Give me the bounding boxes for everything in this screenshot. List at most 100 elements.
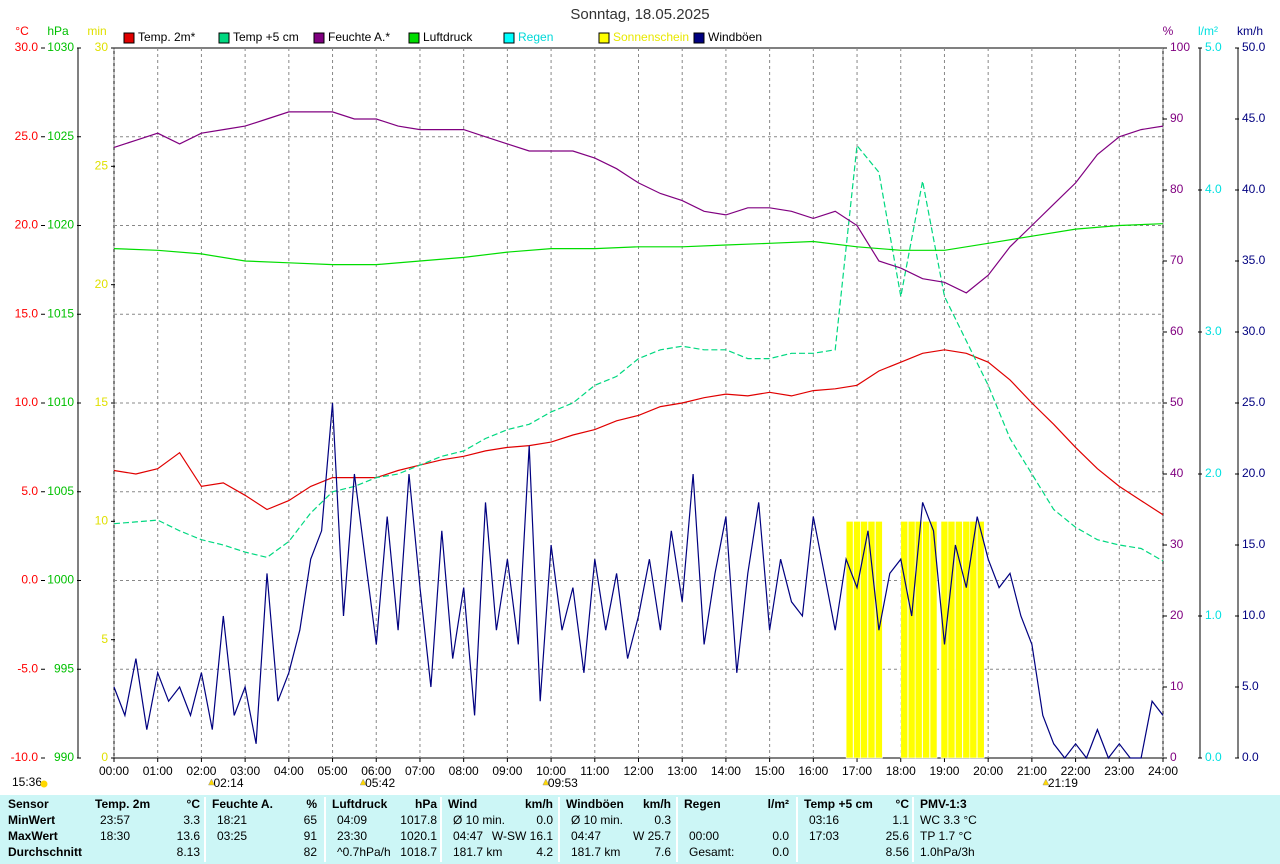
legend-swatch bbox=[218, 32, 230, 44]
cell-value: 8.13 bbox=[177, 845, 201, 859]
bar bbox=[860, 521, 868, 759]
x-tick-label: 07:00 bbox=[405, 764, 435, 778]
axis-unit: km/h bbox=[1237, 24, 1263, 38]
cell-time: Ø 10 min. bbox=[571, 813, 623, 827]
x-tick-label: 10:00 bbox=[536, 764, 566, 778]
column-header: Wind bbox=[448, 797, 477, 811]
y-tick-label: 1005 bbox=[47, 484, 74, 498]
cell-time: WC 3.3 °C bbox=[920, 813, 977, 827]
cell-time: 03:25 bbox=[217, 829, 247, 843]
x-tick-label: 15:00 bbox=[755, 764, 785, 778]
cell-time: Gesamt: bbox=[689, 845, 734, 859]
y-tick-label: 20.0 bbox=[15, 218, 39, 232]
row-label: Durchschnitt bbox=[8, 845, 82, 859]
cell-value: 8.56 bbox=[886, 845, 910, 859]
y-tick-label: 2.0 bbox=[1205, 466, 1222, 480]
legend-swatch bbox=[693, 32, 705, 44]
x-tick-label: 16:00 bbox=[798, 764, 828, 778]
x-tick-label: 05:00 bbox=[318, 764, 348, 778]
x-tick-label: 06:00 bbox=[361, 764, 391, 778]
line bbox=[113, 223, 1164, 266]
cell-time: TP 1.7 °C bbox=[920, 829, 972, 843]
axis-unit: l/m² bbox=[1198, 24, 1218, 38]
line bbox=[113, 111, 1164, 294]
x-tick-label: 08:00 bbox=[449, 764, 479, 778]
y-tick-label: 1.0 bbox=[1205, 608, 1222, 622]
column-header: Temp. 2m bbox=[95, 797, 150, 811]
column-header: Windböen bbox=[566, 797, 624, 811]
bar bbox=[955, 521, 963, 759]
column-header: Regen bbox=[684, 797, 721, 811]
x-tick-label: 04:00 bbox=[274, 764, 304, 778]
axis-unit: min bbox=[87, 24, 106, 38]
cell-value: 91 bbox=[304, 829, 318, 843]
y-tick-label: 20 bbox=[1170, 608, 1184, 622]
y-tick-label: 10.0 bbox=[1242, 608, 1266, 622]
cell-value: 1018.7 bbox=[400, 845, 437, 859]
y-tick-label: 10 bbox=[1170, 679, 1184, 693]
x-tick-label: 22:00 bbox=[1061, 764, 1091, 778]
column-unit: km/h bbox=[643, 797, 671, 811]
x-tick-label: 23:00 bbox=[1104, 764, 1134, 778]
y-tick-label: 5.0 bbox=[21, 484, 38, 498]
y-tick-label: 40 bbox=[1170, 466, 1184, 480]
legend-swatch bbox=[598, 32, 610, 44]
annotation-marker bbox=[542, 778, 550, 786]
legend-label: Luftdruck bbox=[423, 30, 473, 44]
cell-time: 181.7 km bbox=[571, 845, 620, 859]
cell-time: 23:57 bbox=[100, 813, 130, 827]
y-tick-label: -10.0 bbox=[11, 750, 39, 764]
cell-time: 04:47 bbox=[453, 829, 483, 843]
column-header: PMV-1:3 bbox=[920, 797, 967, 811]
x-tick-label: 20:00 bbox=[973, 764, 1003, 778]
bar bbox=[914, 521, 923, 759]
y-tick-label: 15.0 bbox=[15, 306, 39, 320]
x-tick-label: 09:00 bbox=[492, 764, 522, 778]
x-tick-label: 17:00 bbox=[842, 764, 872, 778]
bar bbox=[922, 521, 930, 759]
annotation-label: 02:14 bbox=[213, 776, 243, 790]
legend-label: Regen bbox=[518, 30, 553, 44]
y-tick-label: 30 bbox=[1170, 537, 1184, 551]
x-tick-label: 19:00 bbox=[929, 764, 959, 778]
line bbox=[113, 349, 1164, 516]
bar bbox=[875, 521, 883, 759]
y-tick-label: 0.0 bbox=[1242, 750, 1259, 764]
cell-time: 17:03 bbox=[809, 829, 839, 843]
y-tick-label: 25 bbox=[95, 159, 109, 173]
line bbox=[113, 402, 1164, 760]
legend-label: Sonnenschein bbox=[613, 30, 689, 44]
bar bbox=[900, 521, 909, 759]
x-tick-label: 14:00 bbox=[711, 764, 741, 778]
y-tick-label: 3.0 bbox=[1205, 324, 1222, 338]
bar bbox=[962, 521, 971, 759]
annotation-marker bbox=[208, 778, 215, 786]
legend-label: Windböen bbox=[708, 30, 762, 44]
x-tick-label: 03:00 bbox=[230, 764, 260, 778]
y-tick-label: 1030 bbox=[47, 40, 74, 54]
cell-value: 0.0 bbox=[772, 829, 789, 843]
sun-icon bbox=[40, 780, 48, 788]
x-tick-label: 21:00 bbox=[1017, 764, 1047, 778]
cell-time: 23:30 bbox=[337, 829, 367, 843]
y-tick-label: 1025 bbox=[47, 129, 74, 143]
row-label: MaxWert bbox=[8, 829, 58, 843]
y-tick-label: 5.0 bbox=[1242, 679, 1259, 693]
column-header: Luftdruck bbox=[332, 797, 388, 811]
line bbox=[113, 144, 1164, 562]
y-tick-label: 1000 bbox=[47, 573, 74, 587]
day-length: 15:36 bbox=[12, 775, 42, 789]
y-tick-label: 50.0 bbox=[1242, 40, 1266, 54]
legend-label: Temp +5 cm bbox=[233, 30, 299, 44]
cell-value: W 25.7 bbox=[633, 829, 671, 843]
y-tick-label: 30.0 bbox=[15, 40, 39, 54]
cell-time: 181.7 km bbox=[453, 845, 502, 859]
cell-value: 4.2 bbox=[536, 845, 553, 859]
x-tick-label: 13:00 bbox=[667, 764, 697, 778]
annotation-label: 09:53 bbox=[548, 776, 578, 790]
y-tick-label: 30 bbox=[95, 40, 109, 54]
y-tick-label: 1020 bbox=[47, 218, 74, 232]
x-tick-label: 02:00 bbox=[186, 764, 216, 778]
cell-time: 18:30 bbox=[100, 829, 130, 843]
